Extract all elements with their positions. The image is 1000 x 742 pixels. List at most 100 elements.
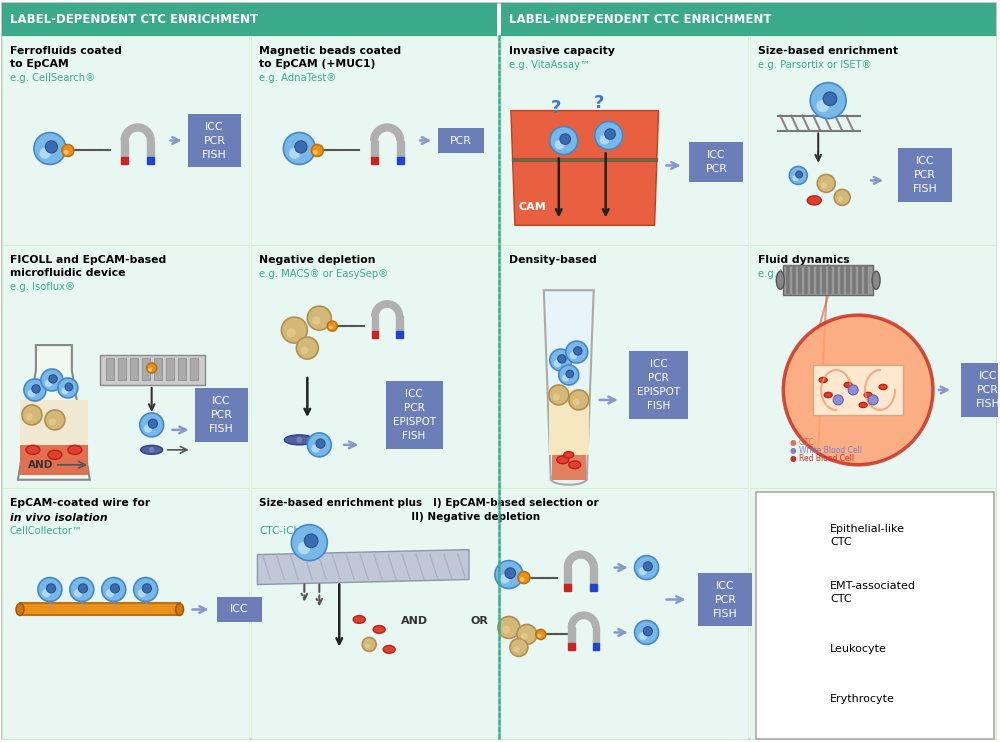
Polygon shape [372,316,378,332]
Circle shape [291,525,327,561]
FancyBboxPatch shape [188,114,241,168]
Bar [750,246,996,487]
Circle shape [307,306,331,330]
Ellipse shape [564,452,574,458]
Bar [130,358,138,380]
Text: LABEL-INDEPENDENT CTC ENRICHMENT: LABEL-INDEPENDENT CTC ENRICHMENT [509,13,771,26]
Text: e.g. AdnaTest®: e.g. AdnaTest® [259,73,337,82]
Circle shape [26,413,33,421]
Polygon shape [372,332,378,338]
Polygon shape [121,157,128,164]
Text: ● Red Blood Cell: ● Red Blood Cell [790,454,854,463]
Polygon shape [397,157,404,164]
Circle shape [817,174,835,192]
FancyBboxPatch shape [698,573,752,626]
Ellipse shape [872,272,880,289]
FancyBboxPatch shape [386,381,443,449]
Bar [750,487,996,739]
Circle shape [70,577,94,602]
Bar [118,358,126,380]
Circle shape [61,387,68,395]
Circle shape [837,196,843,202]
Polygon shape [590,584,597,591]
Circle shape [34,133,66,165]
Text: PCR: PCR [450,136,472,145]
Text: Density-based: Density-based [509,255,597,265]
Bar [792,266,796,294]
Bar [783,265,873,295]
Circle shape [148,367,152,372]
Bar [852,266,856,294]
Text: e.g. MACS® or EasySep®: e.g. MACS® or EasySep® [259,269,389,279]
Text: e.g. CellSearch®: e.g. CellSearch® [10,73,95,82]
Bar [154,358,162,380]
Circle shape [643,562,652,571]
Polygon shape [593,628,599,643]
Circle shape [296,437,302,443]
Circle shape [298,542,310,554]
Bar [798,266,802,294]
Bar [816,266,820,294]
Circle shape [834,189,850,206]
Circle shape [58,378,78,398]
Polygon shape [396,316,403,332]
Circle shape [804,528,816,540]
Ellipse shape [819,378,827,383]
Circle shape [312,444,320,453]
Bar [251,36,499,246]
Ellipse shape [373,626,385,634]
Text: FICOLL and EpCAM-based: FICOLL and EpCAM-based [10,255,166,265]
Circle shape [635,556,659,580]
Bar [864,266,868,294]
Bar [166,358,174,380]
Circle shape [106,589,114,597]
Circle shape [550,349,572,371]
Text: ICC
PCR
EPISPOT
FISH: ICC PCR EPISPOT FISH [637,359,680,411]
Circle shape [554,359,561,367]
Circle shape [327,321,337,331]
Circle shape [639,567,647,575]
Circle shape [502,626,510,634]
Circle shape [792,519,824,551]
Ellipse shape [844,382,852,387]
Circle shape [40,148,51,159]
Text: AND: AND [401,617,428,626]
Circle shape [495,561,523,588]
Circle shape [313,150,318,154]
Circle shape [558,355,566,363]
Circle shape [49,418,56,425]
Bar [813,365,903,415]
Text: II) Negative depletion: II) Negative depletion [259,512,541,522]
Polygon shape [593,643,599,650]
Circle shape [316,439,325,448]
Text: Invasive capacity: Invasive capacity [509,46,615,56]
Circle shape [24,379,46,401]
Ellipse shape [824,393,832,398]
Polygon shape [372,301,403,316]
Circle shape [555,139,564,150]
Circle shape [794,635,822,663]
Polygon shape [121,124,154,140]
Text: ● White Blood Cell: ● White Blood Cell [790,446,862,455]
Text: ?: ? [594,93,604,111]
Polygon shape [396,332,403,338]
Circle shape [134,577,158,602]
Bar [834,266,838,294]
Text: Fluid dynamics: Fluid dynamics [758,255,850,265]
Bar [142,358,150,380]
Bar [501,246,748,487]
Polygon shape [568,643,575,650]
Bar [178,358,186,380]
FancyBboxPatch shape [438,128,484,154]
Text: ICC
PCR
FISH: ICC PCR FISH [913,157,937,194]
Circle shape [643,627,652,636]
Polygon shape [397,140,404,157]
Circle shape [311,145,323,157]
Bar [810,266,814,294]
Circle shape [521,633,528,640]
Circle shape [510,638,528,657]
Polygon shape [147,140,154,157]
Circle shape [569,390,589,410]
Bar [840,266,844,294]
Circle shape [566,370,574,378]
